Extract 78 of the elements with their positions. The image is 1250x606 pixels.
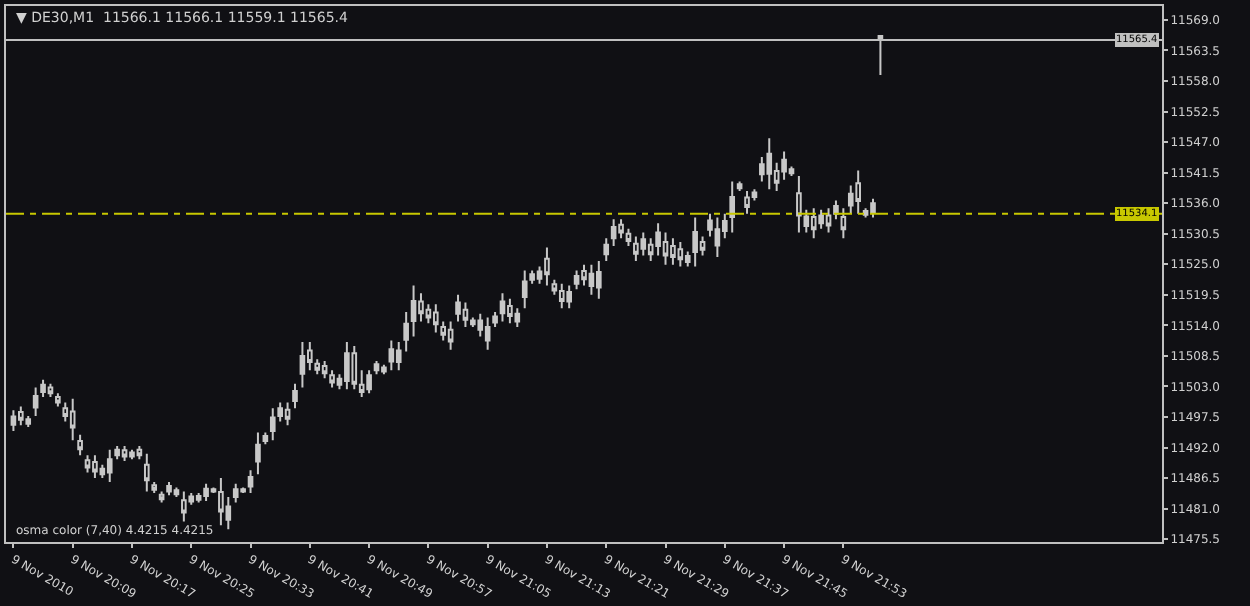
candlestick: [121, 444, 128, 462]
candlestick: [18, 405, 24, 427]
candlestick: [195, 492, 202, 504]
candlestick: [825, 207, 832, 234]
candlestick: [714, 216, 721, 259]
candlestick: [521, 269, 528, 310]
candlestick: [618, 218, 624, 240]
candlestick: [77, 433, 83, 457]
candlestick: [610, 218, 617, 247]
candlestick: [633, 235, 639, 262]
candlestick: [840, 207, 847, 240]
candlestick: [410, 284, 417, 338]
candlestick: [662, 231, 669, 266]
candlestick: [173, 486, 180, 498]
candlestick: [240, 486, 246, 495]
candlestick: [218, 477, 224, 527]
candlestick: [129, 448, 135, 461]
candlestick: [566, 284, 572, 310]
candlestick: [69, 397, 76, 442]
candlestick: [507, 297, 513, 325]
candlestick: [462, 301, 469, 329]
candlestick: [692, 216, 698, 268]
candlestick: [366, 369, 372, 395]
candlestick: [670, 237, 676, 266]
candlestick: [855, 169, 861, 215]
candlestick: [25, 414, 32, 429]
candlestick: [736, 180, 743, 192]
candlestick: [47, 382, 54, 399]
candlestick: [796, 174, 802, 234]
candlestick: [484, 316, 491, 351]
candlestick: [499, 292, 506, 323]
candlestick: [766, 137, 773, 191]
candlestick: [247, 469, 254, 495]
candlestick: [544, 246, 550, 287]
candlestick: [166, 481, 172, 497]
candlestick: [344, 341, 350, 391]
candlestick: [329, 369, 335, 389]
candlestick: [262, 431, 269, 446]
candlestick: [10, 409, 17, 432]
candlestick: [84, 454, 91, 474]
candlestick: [581, 263, 587, 287]
candlestick: [432, 303, 439, 334]
candlestick: [284, 401, 291, 427]
candlestick: [870, 197, 876, 219]
candlestick: [143, 452, 150, 493]
candlestick: [603, 237, 610, 262]
candlestick: [269, 407, 276, 442]
candlestick: [92, 454, 98, 480]
candlestick: [447, 320, 454, 351]
candlestick: [862, 207, 869, 219]
candlestick: [255, 431, 261, 476]
candlestick: [818, 208, 824, 230]
candlestick: [655, 222, 661, 257]
candlestick: [625, 227, 632, 247]
candlestick: [181, 490, 187, 523]
candlestick: [203, 482, 209, 502]
candlestick: [32, 386, 39, 417]
candlestick: [558, 282, 565, 310]
candlestick: [573, 269, 580, 291]
candlestick: [292, 382, 298, 410]
candlestick: [388, 339, 395, 372]
candlestick: [232, 482, 239, 504]
candlestick: [514, 307, 521, 329]
candlestick: [299, 341, 306, 389]
candlestick: [455, 293, 461, 323]
candlestick: [106, 448, 113, 484]
candlestick: [136, 444, 143, 461]
candlestick: [158, 490, 165, 504]
candlestick: [677, 241, 684, 268]
candlestick: [588, 263, 595, 296]
candlestick: [744, 189, 750, 215]
candlestick: [640, 231, 647, 257]
candlestick: [321, 359, 328, 380]
candlestick: [351, 344, 358, 391]
candlestick: [596, 259, 602, 300]
candlestick: [810, 207, 817, 240]
candlestick: [729, 180, 736, 234]
candlestick: [373, 359, 380, 376]
